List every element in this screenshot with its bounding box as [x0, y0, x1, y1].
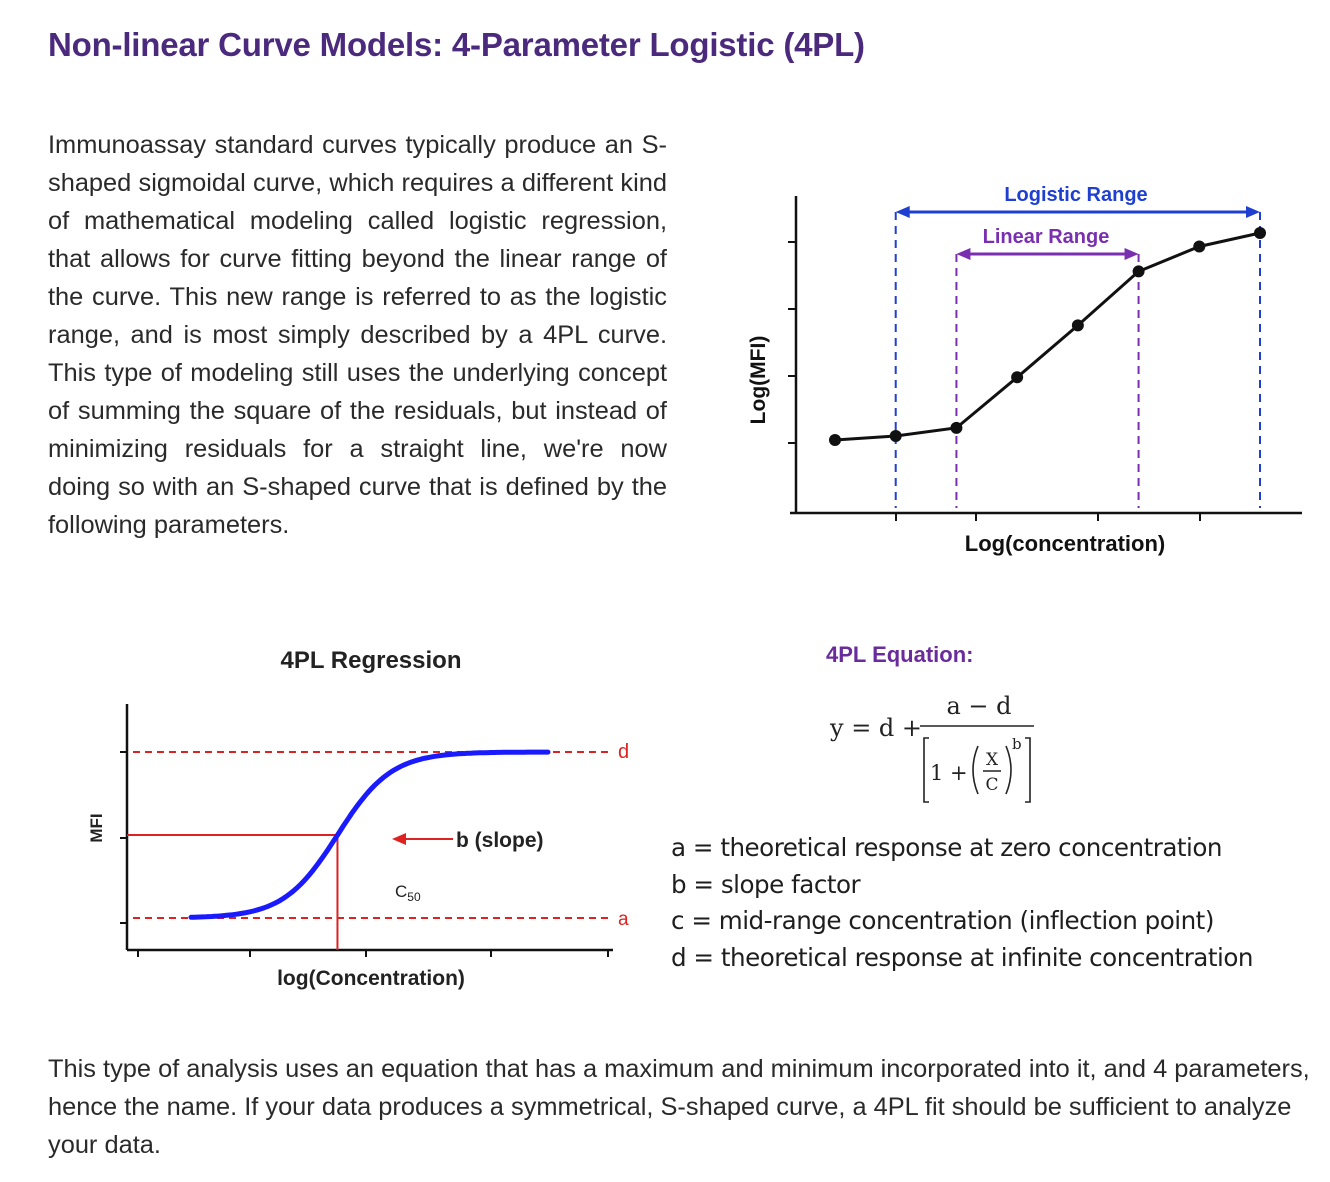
right-bracket	[1025, 737, 1031, 803]
parameter-list: a = theoretical response at zero concent…	[671, 830, 1311, 976]
intro-paragraph: Immunoassay standard curves typically pr…	[48, 131, 667, 539]
logistic-range-figure: Log(MFI) Log(concentration) Logistic Ran…	[730, 130, 1310, 580]
equation-lhs: y = d +	[829, 714, 922, 742]
param-a: a = theoretical response at zero concent…	[671, 833, 1223, 862]
data-point	[1254, 227, 1266, 239]
right-paren	[1005, 745, 1012, 795]
chart-title: 4PL Regression	[281, 647, 462, 674]
sigmoid-curve	[188, 749, 551, 920]
left-bracket	[923, 737, 929, 803]
data-point	[1193, 240, 1206, 253]
4pl-equation: 4PL Equation: y = d + a − d 1 + X C b	[826, 638, 1066, 808]
frac-top: X	[986, 750, 999, 770]
logistic-range-arrow-left-head	[895, 206, 910, 218]
y-axis-label: Log(MFI)	[747, 336, 770, 425]
data-point	[1071, 319, 1084, 332]
logistic-range-arrow-right-head	[1246, 206, 1260, 218]
param-d: d = theoretical response at infinite con…	[671, 942, 1254, 972]
series-line	[834, 231, 1261, 442]
slope-label: b (slope)	[456, 829, 544, 852]
slope-arrow	[392, 833, 453, 845]
frac-bottom: C	[985, 775, 998, 795]
equation-formula: y = d + a − d 1 + X C b	[829, 692, 1034, 803]
data-point	[950, 421, 963, 434]
y-axis-ticks	[788, 241, 796, 444]
data-point	[829, 434, 841, 446]
left-paren	[972, 745, 979, 795]
page-title: Non-linear Curve Models: 4-Parameter Log…	[48, 26, 865, 63]
linear-range-arrow-right-head	[1124, 248, 1139, 260]
logistic-range-chart: Log(MFI) Log(concentration) Logistic Ran…	[747, 184, 1302, 556]
equation-numerator: a − d	[946, 692, 1011, 720]
param-b: b = slope factor	[671, 869, 861, 899]
data-point	[889, 429, 902, 442]
y-axis-ticks	[120, 751, 127, 924]
x-axis-ticks	[137, 950, 609, 957]
x-axis-ticks	[895, 513, 1201, 521]
4pl-regression-figure: 4PL Regression MFI log(Concentration) d …	[60, 640, 660, 1000]
x-axis-label: Log(concentration)	[965, 531, 1165, 556]
data-series	[829, 227, 1266, 446]
c50-label: C50	[395, 882, 421, 904]
asymptote-d-label: d	[618, 741, 629, 763]
range-arrows	[895, 206, 1260, 260]
data-point	[1011, 371, 1024, 384]
y-axis-label: MFI	[87, 813, 106, 842]
logistic-range-label: Logistic Range	[1004, 184, 1147, 206]
outro-paragraph: This type of analysis uses an equation t…	[48, 1055, 1310, 1159]
param-c: c = mid-range concentration (inflection …	[671, 906, 1214, 935]
exponent: b	[1012, 735, 1022, 753]
4pl-regression-chart: 4PL Regression MFI log(Concentration) d …	[87, 647, 629, 990]
linear-range-label: Linear Range	[983, 226, 1110, 248]
range-guides	[894, 212, 1261, 508]
equation-heading: 4PL Equation:	[826, 642, 974, 667]
linear-range-arrow-left-head	[956, 248, 971, 260]
asymptote-a-label: a	[618, 909, 629, 930]
x-axis-label: log(Concentration)	[277, 967, 465, 990]
equation-one-plus: 1 +	[930, 761, 968, 785]
data-point	[1132, 265, 1145, 278]
